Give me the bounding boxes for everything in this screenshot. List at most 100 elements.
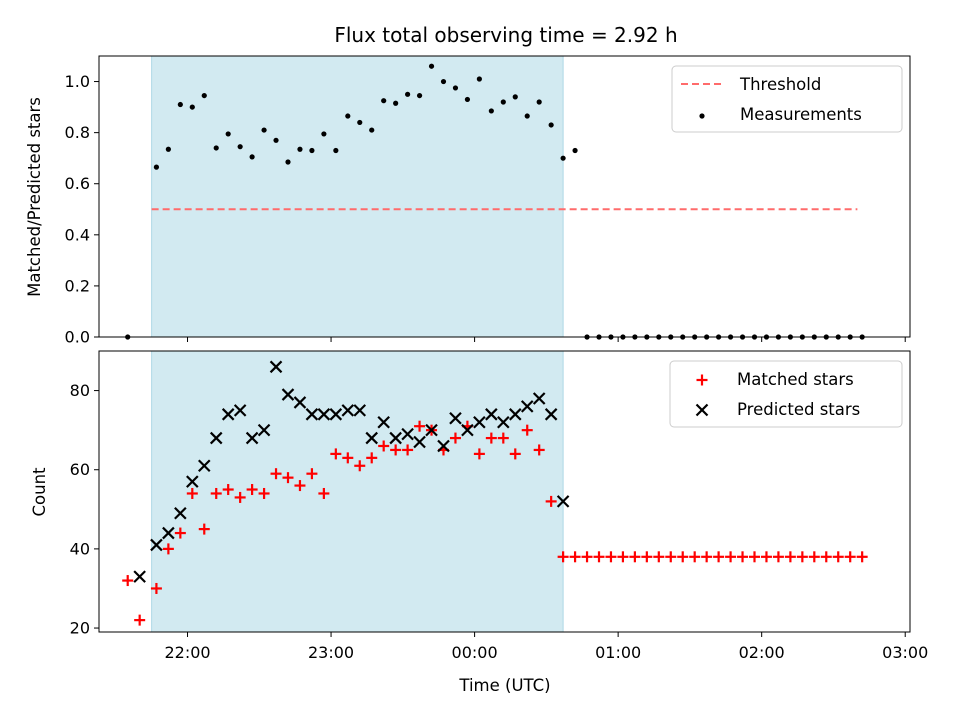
x-tick-label: 23:00	[308, 643, 354, 662]
matched-star-point	[390, 444, 402, 456]
predicted-star-point	[437, 439, 450, 453]
predicted-star-point	[245, 431, 259, 445]
bottom-marks	[122, 360, 868, 626]
predicted-star-point	[485, 408, 498, 421]
matched-star-point	[617, 551, 629, 563]
top-y-tick-label: 0.0	[65, 328, 90, 347]
predicted-star-point	[401, 427, 414, 441]
top-y-axis-label: Matched/Predicted stars	[25, 97, 44, 297]
bottom-legend-box	[669, 360, 903, 428]
matched-star-point	[258, 487, 270, 499]
matched-star-point	[270, 468, 282, 480]
measurement-point	[381, 98, 387, 104]
matched-star-point	[497, 432, 509, 444]
matched-star-point	[832, 551, 844, 563]
matched-star-point	[796, 551, 808, 563]
measurement-point	[297, 146, 303, 152]
measurement-point	[548, 122, 554, 128]
predicted-star-point	[353, 404, 367, 417]
matched-star-point	[330, 448, 342, 460]
matched-star-point	[653, 551, 665, 563]
matched-star-point	[701, 551, 713, 563]
bottom-y-tick-label: 40	[70, 539, 90, 558]
matched-star-point	[784, 551, 796, 563]
measurement-point	[416, 92, 423, 99]
measurement-point	[321, 131, 327, 137]
measurement-point	[512, 94, 518, 100]
predicted-star-point	[365, 431, 379, 445]
matched-star-point	[449, 432, 461, 444]
predicted-star-point	[329, 408, 343, 421]
measurement-point	[452, 85, 459, 91]
predicted-star-point	[209, 431, 223, 445]
bottom-y-tick-label: 60	[70, 460, 90, 479]
measurement-point	[357, 119, 363, 126]
matched-star-point	[473, 448, 485, 460]
top-y-tick-label: 0.4	[65, 225, 90, 244]
predicted-star-point	[341, 404, 355, 417]
bottom-y-axis-label: Count	[30, 467, 49, 517]
predicted-star-point	[305, 408, 319, 421]
predicted-star-point	[186, 475, 199, 488]
measurements-legend-label: Measurements	[740, 105, 862, 124]
predicted-star-point	[293, 396, 307, 409]
matched-star-point	[318, 487, 330, 499]
matched-star-point	[820, 551, 832, 563]
matched-star-point	[150, 582, 162, 594]
predicted-star-point	[413, 435, 426, 449]
predicted-star-point	[473, 415, 486, 429]
predicted-legend-swatch	[695, 403, 709, 417]
measurement-point	[369, 127, 375, 133]
matched-legend-label: Matched stars	[737, 370, 854, 389]
matched-star-point	[366, 452, 378, 464]
top-y-tick-label: 0.2	[65, 276, 90, 295]
top-plot-area	[151, 55, 564, 338]
measurement-point	[572, 147, 578, 154]
measurement-point	[393, 100, 399, 106]
matched-star-point	[234, 491, 246, 503]
predicted-star-point	[162, 526, 175, 540]
predicted-star-point	[233, 404, 247, 417]
predicted-star-point	[257, 423, 271, 437]
predicted-star-point	[556, 495, 570, 508]
top-axes-frame	[98, 55, 911, 338]
predicted-star-point	[425, 423, 438, 437]
predicted-star-point	[317, 408, 331, 421]
matched-star-point	[521, 424, 533, 436]
predicted-star-point	[377, 415, 390, 429]
matched-star-point	[605, 551, 617, 563]
matched-star-point	[134, 614, 146, 626]
top-panel: 0.0 0.2 0.4 0.6 0.8 1.0 Matched/Predicted sta…	[25, 55, 911, 347]
matched-star-point	[198, 523, 210, 535]
matched-star-point	[725, 551, 737, 563]
matched-star-point	[737, 551, 749, 563]
measurement-point	[237, 144, 243, 150]
matched-star-point	[354, 460, 366, 472]
measurement-point	[488, 108, 494, 114]
measurement-point	[440, 78, 447, 85]
bottom-plot-area	[151, 350, 564, 633]
threshold-legend-label: Threshold	[739, 75, 821, 94]
x-tick-label: 01:00	[595, 643, 641, 662]
predicted-star-point	[461, 423, 474, 437]
bottom-observing-window	[151, 350, 564, 633]
measurement-point	[201, 92, 207, 99]
predicted-star-point	[497, 415, 510, 429]
measurements-legend-swatch	[699, 113, 705, 119]
measurement-point	[560, 155, 566, 161]
matched-star-point	[294, 480, 306, 492]
matched-star-point	[557, 551, 569, 563]
matched-star-point	[593, 551, 605, 563]
bottom-axes: 20 40 60 80 22:00 23:00 00:00 01:00 02:00 03:00	[70, 350, 928, 662]
predicted-star-point	[221, 408, 235, 421]
matched-star-point	[414, 420, 426, 432]
measurement-point	[177, 101, 183, 108]
measurement-point	[405, 91, 411, 97]
measurement-point	[524, 113, 530, 119]
predicted-star-point	[532, 392, 546, 405]
matched-star-point	[222, 484, 234, 496]
matched-star-point	[641, 551, 653, 563]
measurement-point	[153, 164, 160, 170]
measurement-point	[189, 104, 195, 110]
